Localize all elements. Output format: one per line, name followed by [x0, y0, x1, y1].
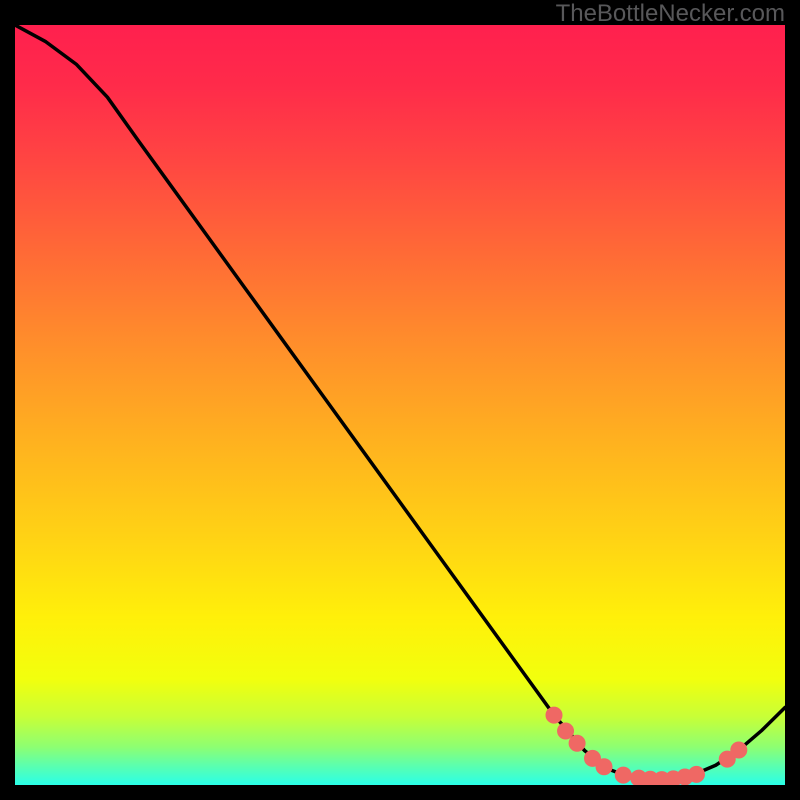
marker-dot	[688, 766, 704, 782]
marker-dot	[546, 707, 562, 723]
bottleneck-chart	[15, 25, 785, 785]
marker-dot	[596, 759, 612, 775]
watermark-text: TheBottleNecker.com	[556, 0, 785, 28]
marker-dot	[569, 735, 585, 751]
marker-dot	[731, 742, 747, 758]
marker-dot	[615, 767, 631, 783]
chart-container: TheBottleNecker.com	[0, 0, 800, 800]
chart-background-gradient	[15, 25, 785, 785]
marker-dot	[558, 723, 574, 739]
